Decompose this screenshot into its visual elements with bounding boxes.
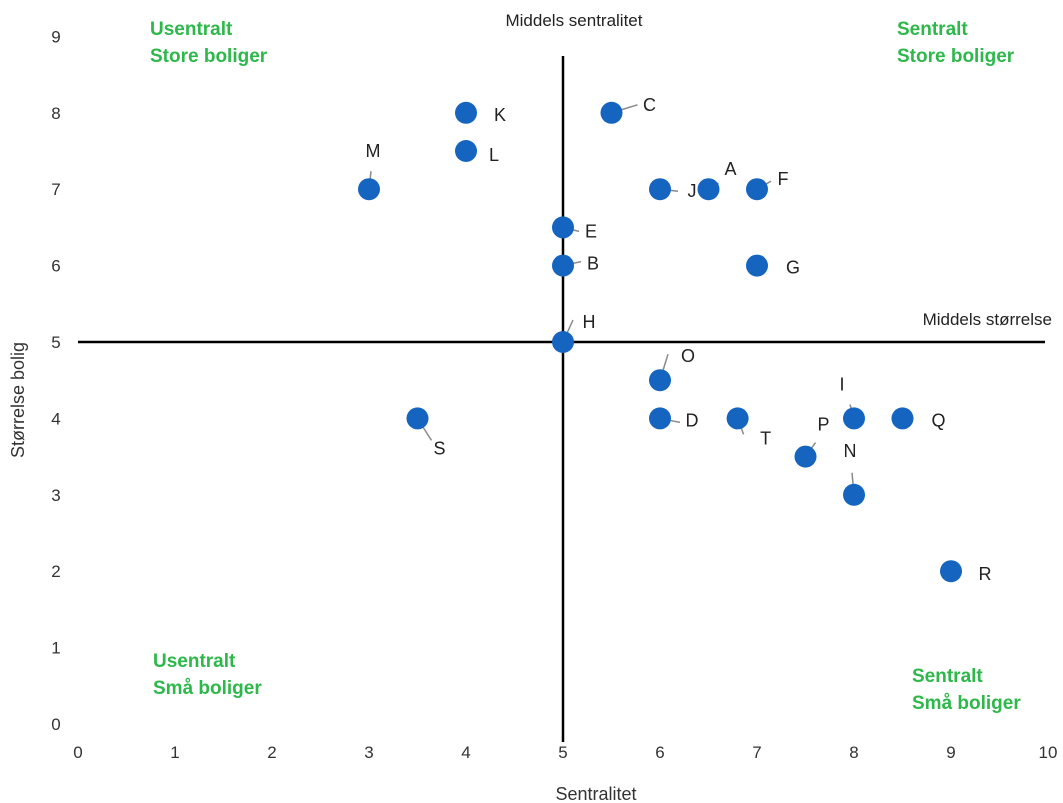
horizontal-reference-label: Middels størrelse xyxy=(923,310,1052,329)
y-tick-label: 9 xyxy=(51,27,60,46)
data-point-q xyxy=(891,407,914,430)
x-tick-label: 7 xyxy=(752,743,761,762)
axis-ticks: 0 1 2 3 4 5 6 7 8 9 10 0 1 2 3 4 5 6 7 8 9 xyxy=(51,27,1057,762)
y-tick-label: 5 xyxy=(51,333,60,352)
leader-line xyxy=(421,425,433,441)
data-point-f xyxy=(746,178,768,201)
y-tick-label: 7 xyxy=(51,180,60,199)
x-tick-label: 9 xyxy=(946,743,955,762)
x-tick-label: 0 xyxy=(73,743,82,762)
x-tick-label: 8 xyxy=(849,743,858,762)
x-axis-title: Sentralitet xyxy=(555,784,636,803)
data-point-i xyxy=(843,407,865,430)
leader-line xyxy=(565,319,574,335)
x-tick-label: 5 xyxy=(558,743,567,762)
label-leader-lines xyxy=(368,104,855,488)
quadrant-label-bottom-right: Sentralt xyxy=(912,666,983,687)
data-point-n xyxy=(843,483,865,506)
y-tick-label: 2 xyxy=(51,562,60,581)
x-tick-label: 2 xyxy=(267,743,276,762)
point-label-o: O xyxy=(681,346,695,366)
point-label-q: Q xyxy=(931,410,945,430)
data-point-b xyxy=(552,254,574,277)
point-label-c: C xyxy=(643,95,656,115)
y-tick-label: 6 xyxy=(51,257,60,276)
data-point-k xyxy=(455,101,477,124)
quadrant-label-top-left: Store boliger xyxy=(150,46,268,67)
leader-line xyxy=(662,353,669,372)
y-tick-label: 4 xyxy=(51,409,60,428)
y-tick-label: 1 xyxy=(51,639,60,658)
point-label-g: G xyxy=(786,258,800,278)
point-label-h: H xyxy=(583,312,596,332)
point-label-e: E xyxy=(585,221,597,241)
reference-lines xyxy=(78,56,1045,742)
vertical-reference-label: Middels sentralitet xyxy=(505,11,642,30)
data-point-r xyxy=(940,560,962,583)
point-label-n: N xyxy=(844,441,857,461)
data-point-p xyxy=(794,445,817,468)
point-label-a: A xyxy=(724,159,736,179)
data-point-a xyxy=(697,178,720,201)
point-label-l: L xyxy=(489,145,499,165)
quadrant-label-top-left: Usentralt xyxy=(150,19,233,40)
data-point-g xyxy=(746,254,768,277)
point-label-b: B xyxy=(587,254,599,274)
data-point-c xyxy=(600,101,623,124)
x-tick-label: 10 xyxy=(1039,743,1058,762)
y-tick-label: 8 xyxy=(51,104,60,123)
data-point-l xyxy=(455,140,477,162)
data-point-h xyxy=(552,331,574,353)
x-tick-label: 6 xyxy=(655,743,664,762)
data-point-e xyxy=(552,216,574,239)
data-point-d xyxy=(649,407,671,430)
quadrant-labels: Usentralt Store boliger Sentralt Store boli… xyxy=(150,19,1021,714)
data-point-s xyxy=(406,407,429,430)
data-points xyxy=(358,101,962,583)
data-point-m xyxy=(358,178,380,201)
quadrant-label-bottom-right: Små boliger xyxy=(912,693,1021,714)
point-label-p: P xyxy=(817,415,829,435)
x-tick-label: 4 xyxy=(461,743,470,762)
x-tick-label: 3 xyxy=(364,743,373,762)
point-label-s: S xyxy=(433,438,445,458)
point-label-f: F xyxy=(778,169,789,189)
point-label-d: D xyxy=(686,410,699,430)
point-label-m: M xyxy=(366,141,381,161)
point-label-t: T xyxy=(760,428,771,448)
data-point-j xyxy=(649,178,671,201)
quadrant-label-top-right: Sentralt xyxy=(897,19,968,40)
x-tick-label: 1 xyxy=(170,743,179,762)
point-labels: A B C D E F G H I J KL M N O P Q R S T xyxy=(366,95,992,584)
y-tick-label: 3 xyxy=(51,486,60,505)
quadrant-label-top-right: Store boliger xyxy=(897,46,1015,67)
data-point-t xyxy=(726,407,749,430)
point-label-j: J xyxy=(688,181,697,201)
point-label-k: K xyxy=(494,105,506,125)
leader-line xyxy=(620,104,638,111)
y-axis-title: Størrelse bolig xyxy=(8,342,28,458)
quadrant-label-bottom-left: Små boliger xyxy=(153,678,262,699)
quadrant-label-bottom-left: Usentralt xyxy=(153,651,236,672)
data-point-o xyxy=(649,369,671,392)
point-label-r: R xyxy=(979,564,992,584)
point-label-i: I xyxy=(839,374,844,394)
y-tick-label: 0 xyxy=(51,715,60,734)
